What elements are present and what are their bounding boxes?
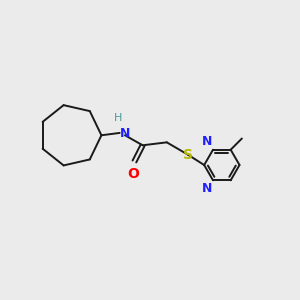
Text: N: N [202,182,212,195]
Text: S: S [183,148,193,162]
Text: N: N [120,127,130,140]
Text: N: N [202,135,212,148]
Text: H: H [114,112,122,123]
Text: O: O [127,167,139,181]
